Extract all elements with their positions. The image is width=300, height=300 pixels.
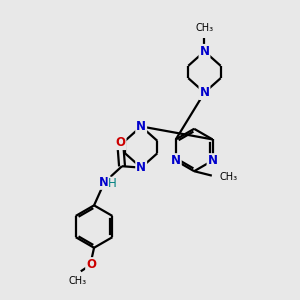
Text: N: N — [208, 154, 218, 167]
Text: N: N — [171, 154, 181, 167]
Text: N: N — [136, 161, 146, 174]
Text: O: O — [86, 258, 96, 271]
Text: CH₃: CH₃ — [195, 23, 214, 33]
Text: CH₃: CH₃ — [69, 276, 87, 286]
Text: CH₃: CH₃ — [219, 172, 237, 182]
Text: N: N — [200, 45, 209, 58]
Text: N: N — [136, 120, 146, 133]
Text: H: H — [108, 177, 117, 190]
Text: N: N — [200, 86, 209, 99]
Text: N: N — [99, 176, 110, 189]
Text: O: O — [116, 136, 126, 149]
